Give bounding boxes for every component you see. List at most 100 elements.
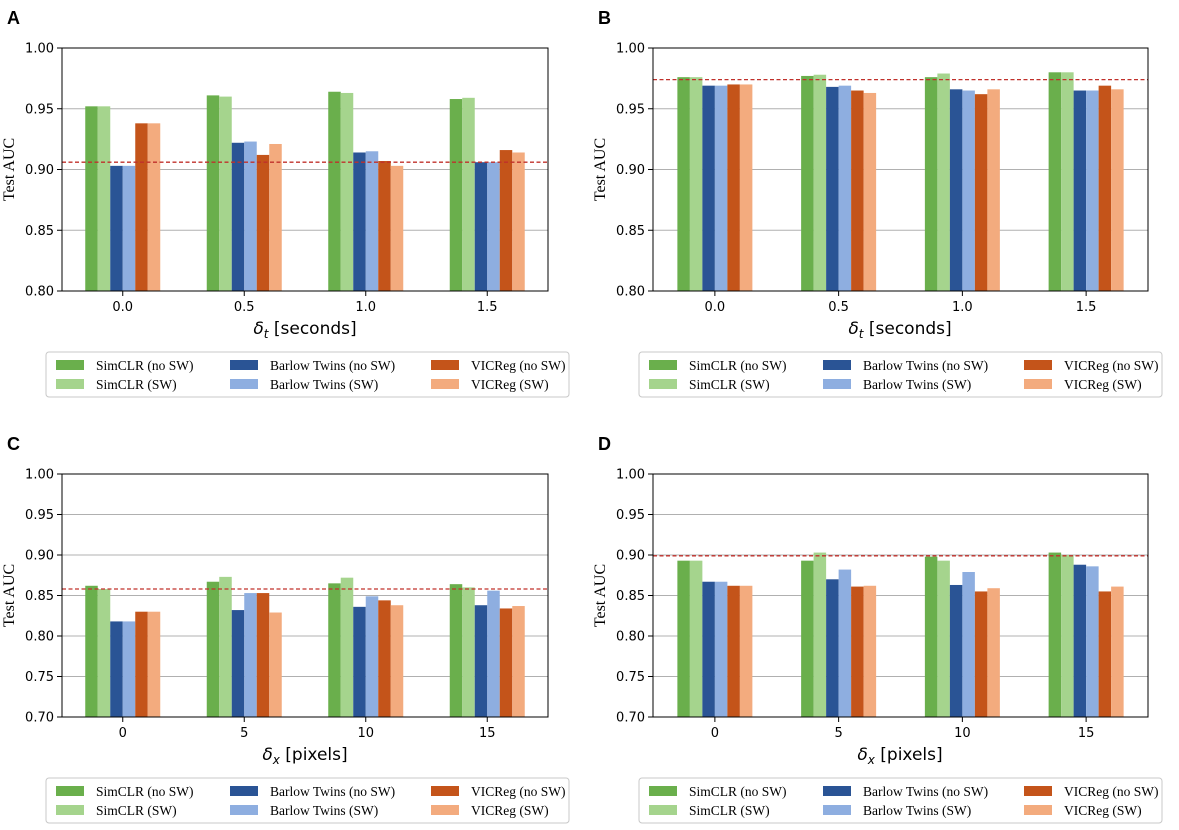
bar-simclr-sw-0.0: [97, 106, 111, 291]
bar-simclr-sw-1.0: [937, 73, 950, 291]
bar-vicreg-no-sw-15: [499, 608, 513, 717]
bar-vicreg-no-sw-1.5: [1098, 85, 1112, 291]
bar-vicreg-sw-0.0: [147, 123, 161, 291]
y-axis-label: Test AUC: [1, 138, 18, 201]
x-tick-label: 1.5: [477, 300, 498, 315]
bar-barlow-twins-no-sw-0.0: [702, 85, 715, 291]
bar-vicreg-sw-10: [987, 588, 1000, 717]
bar-simclr-sw-15: [1061, 555, 1074, 717]
legend-swatch: [56, 805, 84, 815]
panel-letter: B: [598, 8, 611, 28]
legend-label: VICReg (SW): [1064, 803, 1142, 818]
y-tick-label: 0.85: [25, 589, 54, 604]
x-tick-label: 15: [479, 726, 496, 741]
bar-barlow-twins-sw-10: [962, 572, 975, 717]
legend-label: VICReg (no SW): [471, 784, 566, 799]
bar-simclr-sw-5: [219, 576, 232, 717]
y-tick-label: 0.85: [25, 224, 54, 239]
bar-simclr-sw-1.5: [1061, 72, 1074, 291]
bar-barlow-twins-sw-0: [122, 621, 136, 717]
y-tick-label: 0.90: [25, 163, 54, 178]
panel-letter: C: [7, 434, 20, 454]
x-tick-label: 0.5: [828, 300, 849, 315]
bar-vicreg-no-sw-1.0: [378, 160, 391, 291]
chart-panel-d: D 0.70 0.75 0.80 0.85 0.90 0.95 1.00 0 5 10 15 Test …: [592, 434, 1163, 824]
legend-label: VICReg (SW): [471, 377, 549, 392]
bar-barlow-twins-no-sw-1.5: [474, 162, 488, 291]
bar-simclr-no-sw-5: [801, 560, 814, 717]
bar-vicreg-no-sw-0: [727, 585, 740, 717]
bar-vicreg-sw-5: [269, 612, 282, 717]
legend-swatch: [431, 379, 459, 389]
legend-swatch: [230, 786, 258, 796]
x-tick-label: 1.0: [952, 300, 973, 315]
bar-barlow-twins-no-sw-1.5: [1073, 90, 1087, 292]
x-tick-label: 15: [1078, 726, 1095, 741]
plot-frame: [61, 47, 549, 292]
bar-vicreg-sw-10: [390, 605, 404, 717]
bar-simclr-no-sw-10: [328, 583, 341, 717]
legend-swatch: [823, 379, 851, 389]
bar-vicreg-no-sw-10: [974, 591, 988, 717]
bar-barlow-twins-no-sw-10: [949, 584, 963, 717]
y-tick-label: 0.75: [616, 670, 645, 685]
panel-letter: D: [598, 434, 611, 454]
legend-label: Barlow Twins (no SW): [863, 784, 988, 799]
panel-letter: A: [7, 8, 20, 28]
y-tick-label: 0.75: [25, 670, 54, 685]
bar-vicreg-sw-0: [739, 585, 753, 717]
y-axis-label: Test AUC: [592, 138, 609, 201]
bar-barlow-twins-sw-0.0: [714, 85, 728, 291]
bar-simclr-sw-0: [689, 560, 703, 717]
bar-barlow-twins-sw-0.5: [838, 85, 852, 291]
bar-barlow-twins-no-sw-1.0: [949, 89, 963, 291]
legend-label: Barlow Twins (SW): [270, 377, 378, 392]
y-tick-label: 0.85: [616, 589, 645, 604]
bar-simclr-no-sw-1.0: [328, 91, 341, 292]
legend: SimCLR (no SW) Barlow Twins (no SW) VICReg…: [638, 777, 1163, 824]
y-tick-label: 0.95: [616, 508, 645, 523]
bar-barlow-twins-sw-5: [244, 593, 257, 717]
x-axis-label: δt [seconds]: [848, 319, 951, 341]
bar-barlow-twins-no-sw-5: [231, 610, 245, 717]
bar-barlow-twins-sw-15: [1086, 566, 1099, 717]
bar-vicreg-sw-0: [147, 611, 161, 717]
y-tick-label: 0.80: [616, 630, 645, 645]
bar-vicreg-no-sw-0.0: [135, 123, 148, 291]
legend-swatch: [823, 786, 851, 796]
bar-simclr-sw-1.5: [462, 97, 475, 291]
legend-label: Barlow Twins (SW): [863, 377, 971, 392]
bar-simclr-no-sw-0.0: [677, 77, 690, 291]
plot-frame: [61, 473, 549, 718]
y-tick-label: 0.85: [616, 224, 645, 239]
legend-label: SimCLR (no SW): [96, 784, 194, 799]
y-tick-label: 0.90: [25, 549, 54, 564]
x-tick-label: 1.5: [1076, 300, 1097, 315]
legend-swatch: [823, 805, 851, 815]
bar-vicreg-no-sw-0.0: [727, 84, 740, 291]
legend-swatch: [649, 379, 677, 389]
plot-frame: [652, 47, 1149, 292]
bar-barlow-twins-sw-0: [714, 581, 728, 717]
legend-swatch: [1024, 805, 1052, 815]
x-axis-label: δx [pixels]: [857, 745, 942, 767]
legend-swatch: [230, 379, 258, 389]
legend-label: VICReg (no SW): [1064, 784, 1159, 799]
y-tick-label: 0.90: [616, 549, 645, 564]
bar-vicreg-sw-1.5: [1111, 89, 1124, 291]
x-tick-label: 5: [240, 726, 248, 741]
bar-simclr-sw-10: [340, 577, 354, 717]
legend-swatch: [823, 360, 851, 370]
bar-simclr-no-sw-0.5: [801, 75, 814, 291]
legend: SimCLR (no SW) Barlow Twins (no SW) VICReg…: [638, 351, 1163, 398]
bar-barlow-twins-sw-10: [365, 596, 379, 717]
bar-simclr-no-sw-10: [924, 556, 938, 717]
bar-vicreg-sw-0.5: [269, 143, 282, 291]
legend-label: SimCLR (SW): [96, 377, 177, 392]
y-axis-label: Test AUC: [592, 564, 609, 627]
legend-label: Barlow Twins (SW): [270, 803, 378, 818]
legend-swatch: [431, 805, 459, 815]
bar-vicreg-no-sw-5: [256, 593, 270, 717]
legend-swatch: [649, 805, 677, 815]
legend-swatch: [56, 379, 84, 389]
